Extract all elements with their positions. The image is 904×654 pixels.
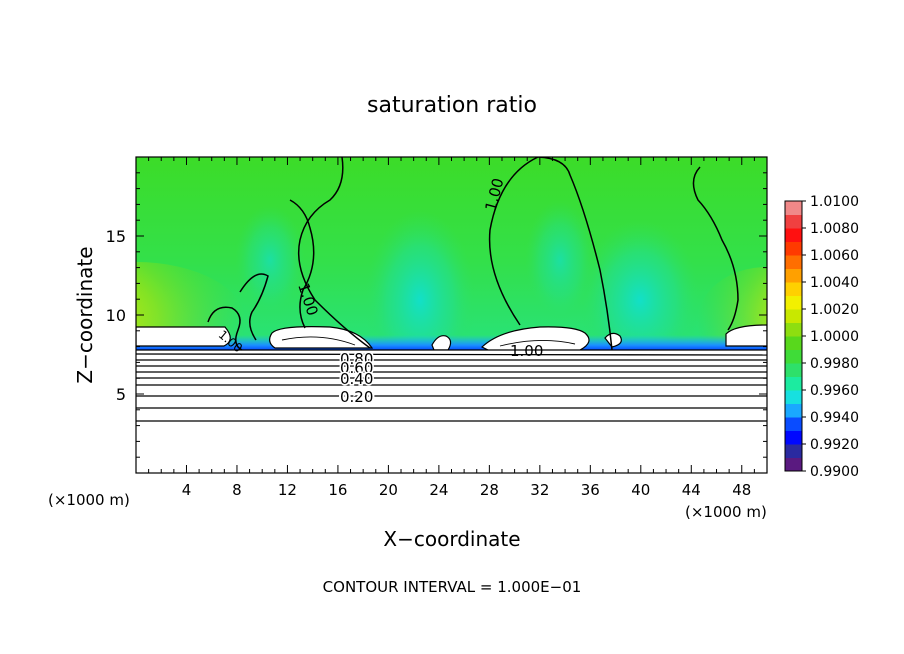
y-axis: 5 10 15: [106, 172, 767, 458]
colorbar-tick-label: 0.9900: [810, 464, 859, 480]
colorbar-swatch: [785, 349, 802, 364]
x-tick-label: 36: [581, 481, 600, 499]
colorbar-swatch: [785, 228, 802, 242]
colorbar-tick-label: 0.9920: [810, 437, 859, 453]
x-tick-label: 44: [682, 481, 701, 499]
cloud-inner-contours: [281, 336, 576, 347]
subsaturation-plume-3: [235, 205, 305, 315]
y-axis-title: Z−coordinate: [73, 246, 97, 383]
x-tick-label: 24: [429, 481, 448, 499]
cloud-regions: [136, 324, 767, 352]
subsaturation-plume-4: [525, 200, 595, 320]
colorbar: 1.0100 1.0080 1.0060 1.0040 1.0020 1.0000 0.99…: [784, 194, 859, 480]
colorbar-tick-label: 1.0100: [810, 194, 859, 210]
colorbar-swatch: [785, 268, 802, 283]
horizontal-contours: [136, 349, 767, 422]
y-tick-label: 5: [116, 385, 126, 404]
unity-contours: [207, 157, 739, 351]
colorbar-swatch: [785, 417, 802, 431]
contour-label: 0.40: [340, 370, 373, 388]
plot-area: 1.00 1.00 1.00 1.00 0.80 0.60 0.40 0.20: [136, 157, 767, 473]
colorbar-swatch: [785, 295, 802, 310]
x-axis: 4 8 12 16 20 24 28 32 36 40 44 48: [148, 157, 755, 499]
colorbar-swatch: [785, 390, 802, 404]
colorbar-swatch: [785, 322, 802, 337]
x-unit-right: (×1000 m): [685, 503, 767, 521]
colorbar-swatch: [785, 241, 802, 256]
x-tick-label: 28: [480, 481, 499, 499]
x-tick-label: 16: [328, 481, 347, 499]
chart-title: saturation ratio: [367, 93, 537, 118]
x-tick-label: 48: [732, 481, 751, 499]
colorbar-swatch: [785, 309, 802, 323]
x-axis-title: X−coordinate: [383, 527, 520, 551]
colorbar-swatch: [785, 444, 802, 458]
colorbar-swatch: [785, 214, 802, 229]
colorbar-swatch: [785, 376, 802, 391]
colorbar-swatch: [785, 457, 802, 472]
x-tick-label: 32: [530, 481, 549, 499]
contour-label: 0.20: [340, 388, 373, 406]
colorbar-tick-label: 0.9980: [810, 356, 859, 372]
x-tick-label: 40: [631, 481, 650, 499]
x-unit-left: (×1000 m): [48, 491, 130, 509]
contour-label: 1.00: [510, 342, 543, 360]
colorbar-swatch: [785, 403, 802, 418]
x-tick-label: 8: [232, 481, 242, 499]
contour-label: 0.60: [340, 359, 373, 377]
contour-label: 0.80: [340, 350, 373, 368]
colorbar-swatch: [785, 336, 802, 350]
x-tick-label: 12: [278, 481, 297, 499]
colorbar-tick-label: 1.0040: [810, 275, 859, 291]
stable-layer: [136, 350, 767, 473]
colorbar-swatch: [785, 255, 802, 269]
x-tick-label: 4: [182, 481, 192, 499]
colorbar-swatch: [785, 363, 802, 377]
x-tick-label: 20: [379, 481, 398, 499]
colorbar-tick-label: 0.9940: [810, 410, 859, 426]
colorbar-tick-label: 1.0080: [810, 221, 859, 237]
y-tick-label: 15: [106, 227, 126, 246]
colorbar-tick-label: 1.0000: [810, 329, 859, 345]
contour-interval-note: CONTOUR INTERVAL = 1.000E−01: [323, 578, 582, 596]
y-tick-label: 10: [106, 306, 126, 325]
contour-labels: 1.00 1.00 1.00 1.00 0.80 0.60 0.40 0.20: [216, 176, 544, 408]
colorbar-tick-label: 0.9960: [810, 383, 859, 399]
colorbar-swatch: [785, 201, 802, 215]
colorbar-swatch: [785, 282, 802, 296]
colorbar-swatch: [785, 430, 802, 445]
colorbar-tick-label: 1.0020: [810, 302, 859, 318]
colorbar-tick-label: 1.0060: [810, 248, 859, 264]
